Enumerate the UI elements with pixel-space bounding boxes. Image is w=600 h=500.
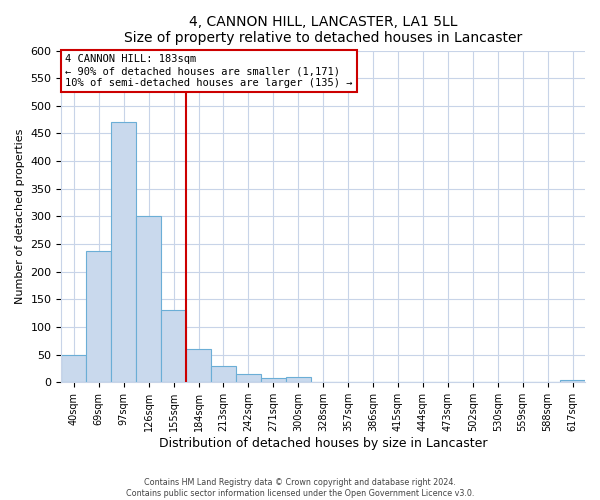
Bar <box>236 374 261 382</box>
Bar <box>560 380 585 382</box>
Bar <box>186 349 211 382</box>
Bar <box>211 366 236 382</box>
X-axis label: Distribution of detached houses by size in Lancaster: Distribution of detached houses by size … <box>159 437 487 450</box>
Bar <box>86 250 111 382</box>
Text: 4 CANNON HILL: 183sqm
← 90% of detached houses are smaller (1,171)
10% of semi-d: 4 CANNON HILL: 183sqm ← 90% of detached … <box>65 54 353 88</box>
Bar <box>111 122 136 382</box>
Bar <box>261 378 286 382</box>
Bar <box>61 354 86 382</box>
Title: 4, CANNON HILL, LANCASTER, LA1 5LL
Size of property relative to detached houses : 4, CANNON HILL, LANCASTER, LA1 5LL Size … <box>124 15 523 45</box>
Bar <box>286 377 311 382</box>
Bar <box>136 216 161 382</box>
Y-axis label: Number of detached properties: Number of detached properties <box>15 129 25 304</box>
Bar <box>161 310 186 382</box>
Text: Contains HM Land Registry data © Crown copyright and database right 2024.
Contai: Contains HM Land Registry data © Crown c… <box>126 478 474 498</box>
